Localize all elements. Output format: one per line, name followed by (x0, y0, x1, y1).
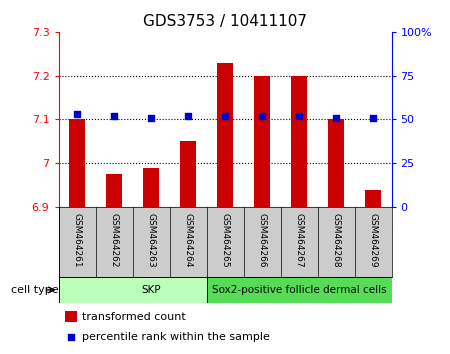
Title: GDS3753 / 10411107: GDS3753 / 10411107 (143, 14, 307, 29)
Bar (69, 120, 86, 207)
Point (369, 115, 377, 121)
Point (295, 113, 302, 119)
Text: GSM464261: GSM464261 (72, 213, 81, 267)
Bar (207, 277, 392, 303)
Text: GSM464269: GSM464269 (369, 213, 378, 267)
Point (258, 113, 265, 119)
Bar (328, 120, 344, 207)
Text: GSM464264: GSM464264 (184, 213, 193, 267)
Point (184, 113, 192, 119)
Text: GSM464263: GSM464263 (147, 213, 156, 267)
Text: GSM464267: GSM464267 (294, 213, 303, 267)
Text: Sox2-positive follicle dermal cells: Sox2-positive follicle dermal cells (212, 285, 386, 295)
Bar (58, 277, 243, 303)
Point (73, 112, 81, 117)
Point (221, 113, 229, 119)
Text: percentile rank within the sample: percentile rank within the sample (82, 332, 270, 342)
Text: transformed count: transformed count (82, 312, 185, 321)
Text: GSM464262: GSM464262 (109, 213, 118, 267)
Text: GSM464265: GSM464265 (220, 213, 230, 267)
Bar (65, 311, 77, 322)
Text: cell type: cell type (11, 285, 58, 295)
Text: GSM464268: GSM464268 (332, 213, 341, 267)
Bar (364, 190, 381, 207)
Bar (254, 76, 270, 207)
Point (68, 334, 75, 339)
Bar (106, 174, 122, 207)
Text: GSM464266: GSM464266 (257, 213, 266, 267)
Point (110, 113, 117, 119)
Bar (217, 63, 233, 207)
Point (333, 115, 340, 121)
Text: SKP: SKP (141, 285, 161, 295)
Bar (143, 168, 159, 207)
Bar (291, 76, 307, 207)
Point (148, 115, 155, 121)
Bar (180, 141, 196, 207)
